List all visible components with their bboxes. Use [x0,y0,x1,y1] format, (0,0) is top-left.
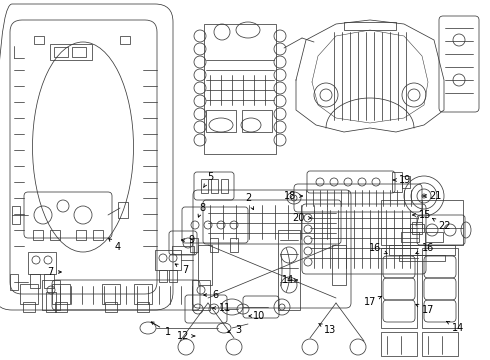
Bar [332,245,346,285]
Bar [50,230,60,240]
Bar [401,232,419,242]
Bar [381,248,417,328]
Bar [399,255,445,261]
Bar [422,332,458,356]
Text: 2: 2 [245,193,253,210]
Text: 14: 14 [446,321,464,333]
Text: 8: 8 [198,203,205,217]
Bar [44,274,54,288]
Bar [210,238,218,252]
Bar [425,232,443,242]
Bar [206,110,236,132]
Bar [410,224,424,232]
Bar [230,238,238,252]
Bar [192,280,210,310]
Bar [242,110,272,132]
Bar [118,202,128,218]
Text: 11: 11 [213,303,231,313]
Text: 7: 7 [47,267,61,277]
Text: 3: 3 [228,325,241,335]
Text: 13: 13 [318,324,336,335]
Text: 21: 21 [423,191,441,201]
Bar [30,274,40,288]
Text: 17: 17 [416,304,434,315]
Bar [105,302,117,312]
Text: 4: 4 [109,239,121,252]
Bar [412,222,422,234]
Text: 18: 18 [284,191,302,201]
Text: 20: 20 [292,213,311,223]
Bar [28,252,56,274]
Bar [190,238,198,252]
Bar [169,270,177,282]
Bar [201,179,208,193]
Bar [172,246,194,254]
Bar [159,270,167,282]
Text: 14: 14 [282,275,297,285]
Bar [221,179,228,193]
Bar [134,284,152,304]
Bar [10,274,18,290]
Text: 1: 1 [151,322,171,337]
Bar [55,302,67,312]
Bar [34,36,44,44]
Bar [46,292,56,312]
Bar [381,332,417,356]
Bar [120,36,130,44]
Bar [76,230,86,240]
Bar [389,245,455,255]
Text: 22: 22 [433,219,450,231]
Bar [52,284,70,304]
Text: 5: 5 [204,172,213,187]
Bar [344,22,396,30]
Bar [54,47,68,57]
Text: 12: 12 [177,331,195,341]
Bar [33,230,43,240]
Bar [204,24,276,154]
Bar [20,284,38,304]
Text: 10: 10 [249,311,265,321]
Text: 19: 19 [393,175,411,185]
Bar [211,179,218,193]
Bar [102,284,120,304]
Bar [42,280,60,310]
Bar [12,206,20,224]
Bar [93,230,103,240]
Text: 15: 15 [413,210,431,220]
Bar [392,172,402,192]
Bar [155,250,181,270]
Bar [422,248,458,328]
Bar [137,302,149,312]
Bar [72,47,86,57]
Bar [402,176,410,188]
Text: 7: 7 [175,264,188,275]
Bar [50,44,92,60]
Text: 9: 9 [182,235,194,245]
Bar [23,302,35,312]
Text: 16: 16 [416,243,434,254]
Text: 17: 17 [364,296,382,307]
Bar [198,245,212,285]
Bar [381,200,463,245]
Bar [278,230,300,310]
Text: 16: 16 [369,243,387,254]
Text: 6: 6 [204,290,218,300]
